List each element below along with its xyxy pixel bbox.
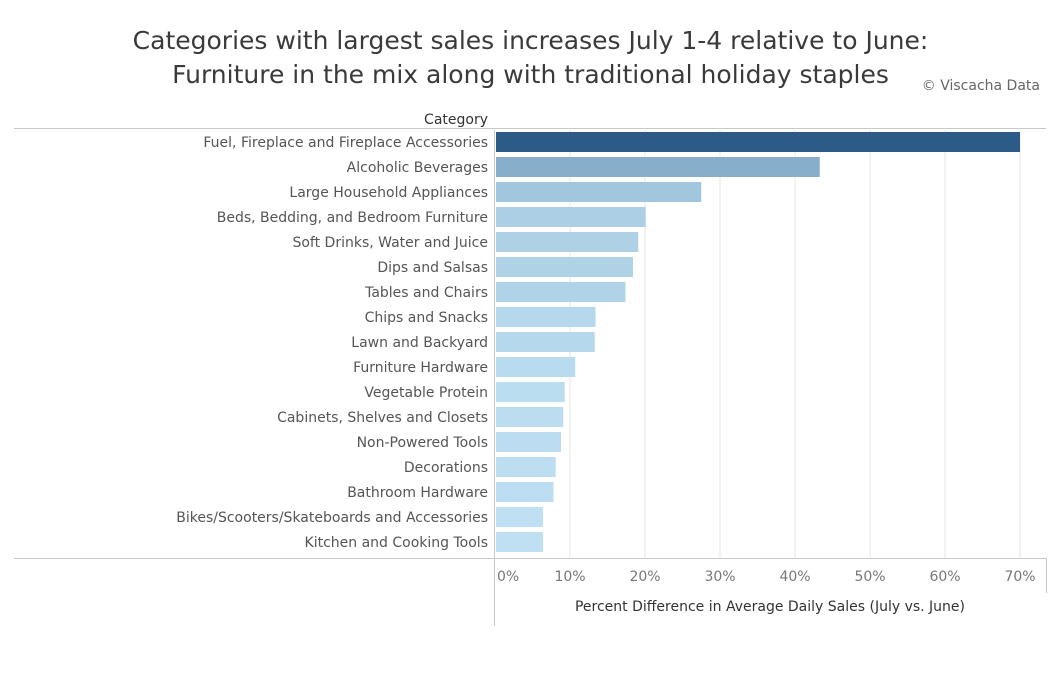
bar bbox=[496, 507, 543, 527]
chart-title: Categories with largest sales increases … bbox=[0, 24, 1061, 92]
bar bbox=[496, 457, 556, 477]
chart-title-line-1: Categories with largest sales increases … bbox=[132, 26, 929, 55]
category-label: Fuel, Fireplace and Fireplace Accessorie… bbox=[203, 135, 488, 151]
category-label: Furniture Hardware bbox=[353, 360, 488, 376]
category-label: Cabinets, Shelves and Closets bbox=[277, 410, 488, 426]
category-label: Bikes/Scooters/Skateboards and Accessori… bbox=[176, 510, 488, 526]
category-label: Alcoholic Beverages bbox=[347, 160, 488, 176]
x-tick-label: 50% bbox=[854, 569, 885, 585]
x-tick-label: 30% bbox=[704, 569, 735, 585]
credit-label: © Viscacha Data bbox=[921, 78, 1040, 94]
category-label: Tables and Chairs bbox=[364, 285, 488, 301]
bar bbox=[496, 282, 626, 302]
x-tick-label: 70% bbox=[1004, 569, 1035, 585]
category-header: Category bbox=[424, 112, 488, 128]
category-label: Kitchen and Cooking Tools bbox=[305, 535, 488, 551]
x-tick-label: 20% bbox=[629, 569, 660, 585]
chart-title-line-2: Furniture in the mix along with traditio… bbox=[172, 60, 889, 89]
bar bbox=[496, 307, 596, 327]
chart-frame bbox=[14, 128, 1047, 626]
x-tick-label: 60% bbox=[929, 569, 960, 585]
bar bbox=[496, 532, 543, 552]
category-label: Lawn and Backyard bbox=[351, 335, 488, 351]
category-label: Bathroom Hardware bbox=[347, 485, 488, 501]
bar bbox=[496, 207, 646, 227]
x-axis-ticks: 0% 10% 20% 30% 40% 50% 60% 70% bbox=[497, 569, 1036, 585]
x-tick-label: 0% bbox=[497, 569, 519, 585]
bar bbox=[496, 332, 595, 352]
x-tick-label: 10% bbox=[554, 569, 585, 585]
bar bbox=[496, 257, 633, 277]
bar bbox=[496, 432, 561, 452]
x-tick-label: 40% bbox=[779, 569, 810, 585]
bar bbox=[496, 482, 554, 502]
category-label: Decorations bbox=[404, 460, 488, 476]
bar bbox=[496, 232, 639, 252]
bar bbox=[496, 407, 564, 427]
bar bbox=[496, 132, 1020, 152]
category-label: Dips and Salsas bbox=[377, 260, 488, 276]
category-label: Chips and Snacks bbox=[365, 310, 488, 326]
bar bbox=[496, 357, 576, 377]
category-label: Beds, Bedding, and Bedroom Furniture bbox=[217, 210, 488, 226]
category-label: Soft Drinks, Water and Juice bbox=[292, 235, 488, 251]
category-labels: Fuel, Fireplace and Fireplace Accessorie… bbox=[176, 135, 488, 551]
bar bbox=[496, 182, 702, 202]
x-axis-label: Percent Difference in Average Daily Sale… bbox=[575, 599, 965, 615]
bars bbox=[496, 132, 1020, 552]
category-label: Non-Powered Tools bbox=[357, 435, 488, 451]
gridlines bbox=[569, 130, 1021, 558]
bar bbox=[496, 157, 820, 177]
category-label: Vegetable Protein bbox=[364, 385, 488, 401]
bar bbox=[496, 382, 565, 402]
category-label: Large Household Appliances bbox=[289, 185, 488, 201]
